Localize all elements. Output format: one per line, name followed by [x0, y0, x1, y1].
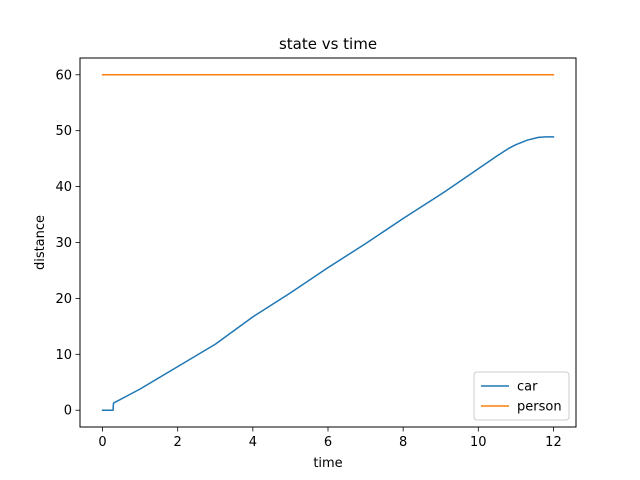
y-tick-label: 50 [55, 124, 72, 139]
x-tick-label: 12 [545, 435, 562, 450]
x-axis-label: time [313, 456, 342, 471]
x-tick-label: 8 [399, 435, 407, 450]
x-tick-label: 6 [324, 435, 332, 450]
x-tick-label: 2 [174, 435, 182, 450]
legend-label-person: person [517, 400, 562, 415]
y-tick-label: 20 [55, 292, 72, 307]
x-tick-label: 0 [98, 435, 106, 450]
y-axis-label: distance [33, 215, 48, 270]
y-tick-label: 10 [55, 348, 72, 363]
legend-label-car: car [517, 380, 538, 395]
legend: car person [473, 371, 570, 421]
y-tick-label: 40 [55, 180, 72, 195]
axis-ticks: 0 2 4 6 8 10 12 0 10 20 30 40 50 60 [55, 68, 561, 450]
y-tick-label: 0 [64, 404, 72, 419]
legend-box [473, 371, 570, 421]
y-tick-label: 30 [55, 236, 72, 251]
series-layer [101, 74, 555, 411]
x-tick-label: 10 [470, 435, 487, 450]
series-line-car [101, 136, 555, 411]
x-tick-label: 4 [249, 435, 257, 450]
y-tick-label: 60 [55, 68, 72, 83]
chart-title: state vs time [279, 35, 377, 53]
